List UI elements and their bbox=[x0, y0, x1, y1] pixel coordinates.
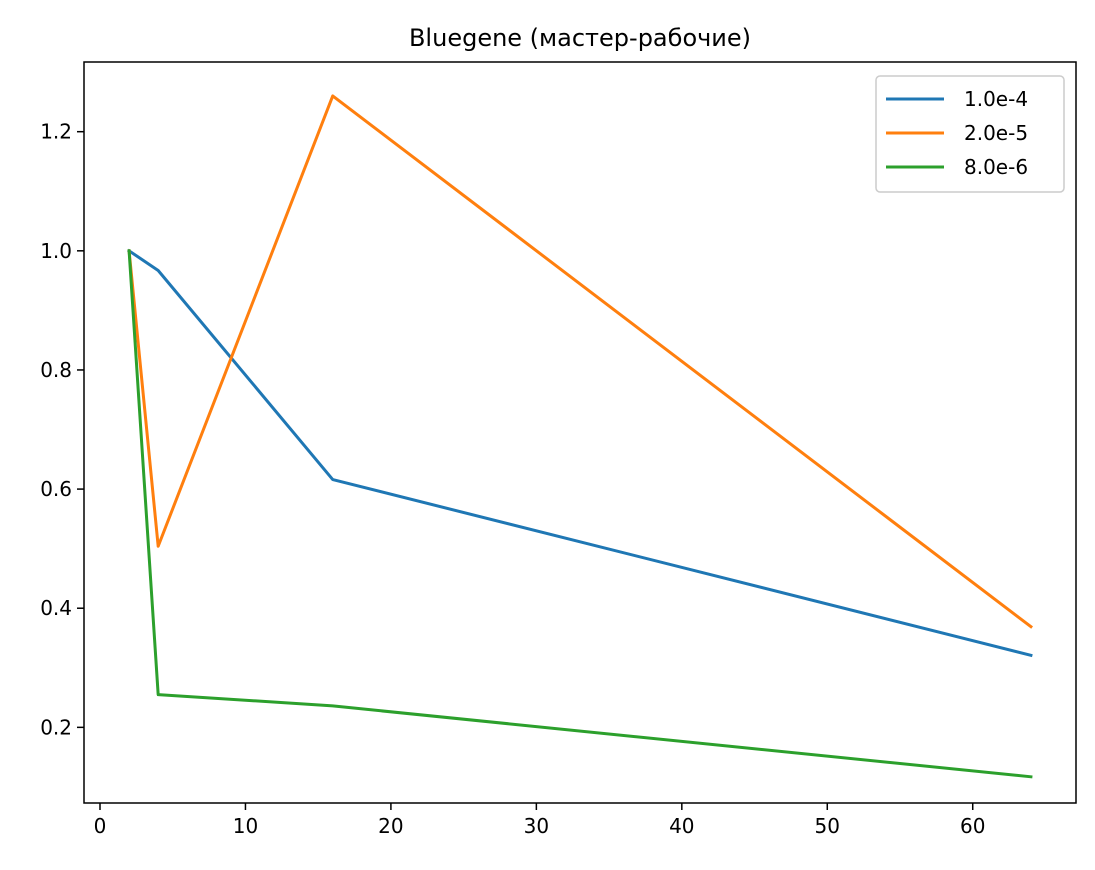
legend-label-2: 2.0e-5 bbox=[964, 121, 1028, 145]
x-tick-label-6: 60 bbox=[960, 814, 985, 838]
x-tick-label-0: 0 bbox=[94, 814, 107, 838]
x-tick-label-5: 50 bbox=[815, 814, 840, 838]
chart-title: Bluegene (мастер-рабочие) bbox=[409, 24, 751, 52]
y-tick-label-1: 0.4 bbox=[40, 596, 72, 620]
series-line-1 bbox=[127, 248, 1033, 658]
y-tick-label-5: 1.2 bbox=[40, 120, 72, 144]
y-tick-label-3: 0.8 bbox=[40, 358, 72, 382]
legend-label-1: 1.0e-4 bbox=[964, 87, 1028, 111]
legend: 1.0e-4 2.0e-5 8.0e-6 bbox=[875, 75, 1065, 193]
x-tick-label-3: 30 bbox=[524, 814, 549, 838]
plot-frame bbox=[83, 61, 1077, 804]
series-layer bbox=[127, 94, 1034, 779]
legend-box bbox=[875, 75, 1065, 193]
x-tick-label-1: 10 bbox=[233, 814, 258, 838]
series-line-3 bbox=[127, 249, 1033, 779]
series-line-2 bbox=[127, 94, 1034, 629]
y-tick-label-4: 1.0 bbox=[40, 239, 72, 263]
y-axis: 0.2 0.4 0.6 0.8 1.0 1.2 bbox=[40, 120, 84, 739]
legend-label-3: 8.0e-6 bbox=[964, 155, 1028, 179]
x-axis: 0 10 20 30 40 50 60 bbox=[94, 803, 985, 838]
y-tick-label-2: 0.6 bbox=[40, 477, 72, 501]
x-tick-label-2: 20 bbox=[378, 814, 403, 838]
x-tick-label-4: 40 bbox=[669, 814, 694, 838]
y-tick-label-0: 0.2 bbox=[40, 715, 72, 739]
